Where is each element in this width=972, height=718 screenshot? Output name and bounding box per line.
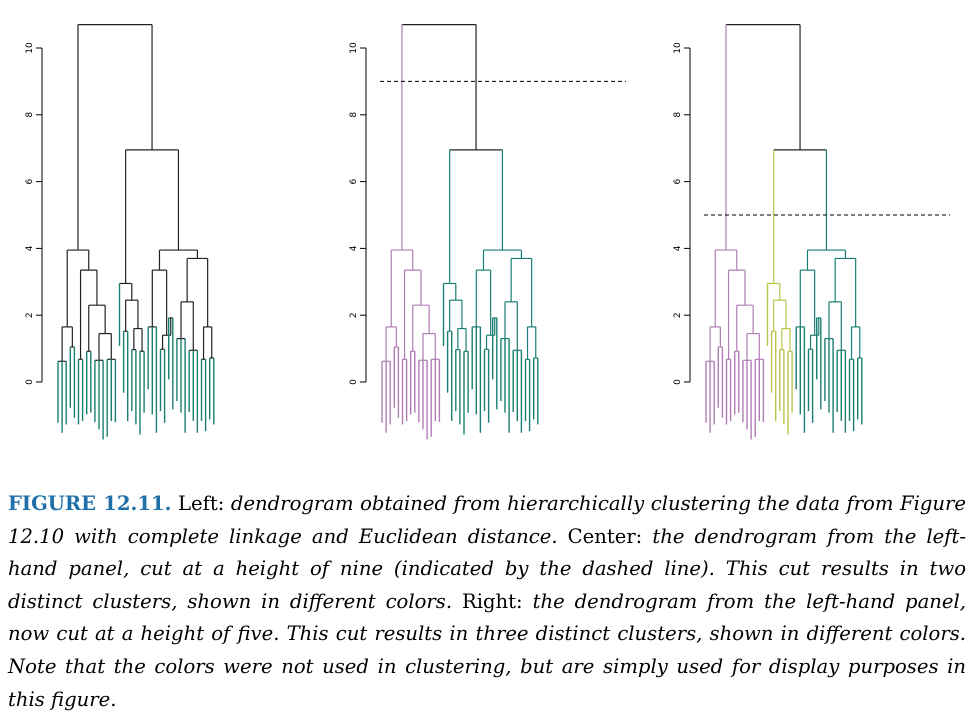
right-panel-text: the dendrogram from the left-hand panel,… [8,589,966,711]
figure-label: FIGURE 12.11. [8,492,172,515]
left-y-tick-label: 4 [25,245,35,251]
figure-caption: FIGURE 12.11. Left: dendrogram obtained … [8,488,966,716]
center-y-tick-label: 2 [349,312,359,318]
left-panel-text: dendrogram obtained from hierarchically … [8,492,966,548]
right-y-tick-label: 2 [673,312,683,318]
right-y-tick-label: 10 [673,42,683,54]
center-y-tick-label: 0 [349,379,359,385]
left-panel-name: Left: [178,492,225,515]
left-y-tick-label: 0 [25,379,35,385]
right-y-tick-label: 4 [673,245,683,251]
center-y-tick-label: 10 [349,42,359,54]
left-y-tick-label: 10 [25,42,35,54]
center-dendrogram-panel: 0 2 4 6 8 10 [349,24,626,440]
right-panel-name: Right: [462,589,523,613]
center-panel-name: Center: [567,524,643,548]
dendrogram-figure: 0 2 4 6 8 10 0 2 4 6 8 10 0 2 4 6 8 10 [25,24,950,440]
center-panel-text: the dendrogram from the left-hand panel,… [8,524,966,613]
center-y-tick-label: 6 [349,178,359,184]
left-y-tick-label: 8 [25,112,35,118]
left-dendrogram-panel: 0 2 4 6 8 10 [25,24,215,440]
center-y-tick-label: 8 [349,112,359,118]
right-y-tick-label: 8 [673,112,683,118]
right-y-tick-label: 0 [673,379,683,385]
left-y-tick-label: 2 [25,312,35,318]
left-y-tick-label: 6 [25,178,35,184]
center-y-tick-label: 4 [349,245,359,251]
right-y-tick-label: 6 [673,178,683,184]
figure: 0 2 4 6 8 10 0 2 4 6 8 10 0 2 4 6 8 10 [25,24,950,440]
right-dendrogram-panel: 0 2 4 6 8 10 [673,24,950,440]
